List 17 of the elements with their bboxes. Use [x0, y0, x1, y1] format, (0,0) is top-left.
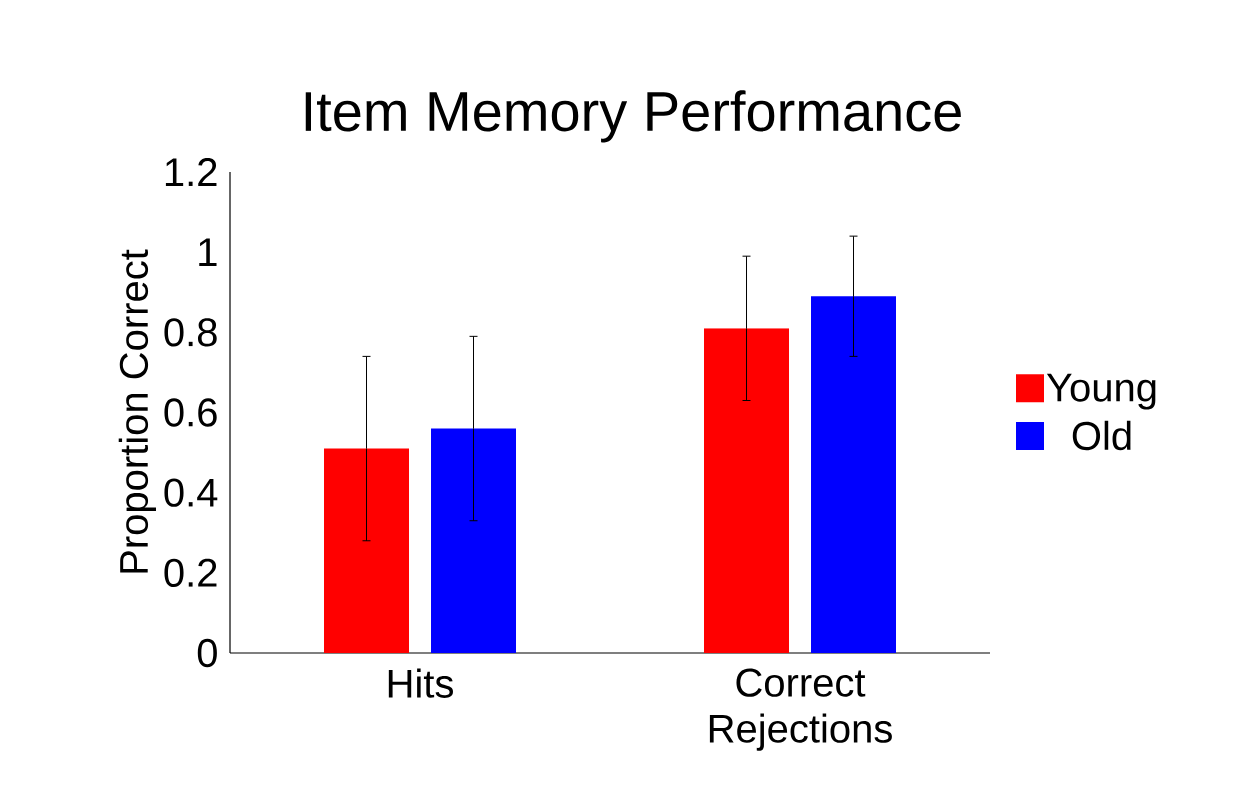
- x-tick-label: Hits: [388, 668, 453, 698]
- y-axis-title: Proportion Correct: [118, 249, 156, 573]
- x-tick-label: Correct Rejections: [709, 668, 892, 751]
- bar: [324, 448, 410, 653]
- legend-label: Young: [1046, 373, 1156, 410]
- legend-label: Old: [1072, 420, 1131, 451]
- y-tick-label: 1: [199, 238, 217, 266]
- bar: [704, 328, 790, 653]
- y-tick-label: 0.8: [164, 318, 217, 347]
- bar: [811, 296, 897, 653]
- y-tick-label: 0.4: [164, 478, 218, 507]
- y-tick-label: 0.2: [164, 558, 217, 587]
- bar: [431, 428, 517, 653]
- chart-title: Item Memory Performance: [305, 90, 961, 143]
- y-tick-label: 1.2: [165, 158, 217, 186]
- y-tick-label: 0: [197, 638, 217, 668]
- y-tick-label: 0.6: [164, 398, 217, 427]
